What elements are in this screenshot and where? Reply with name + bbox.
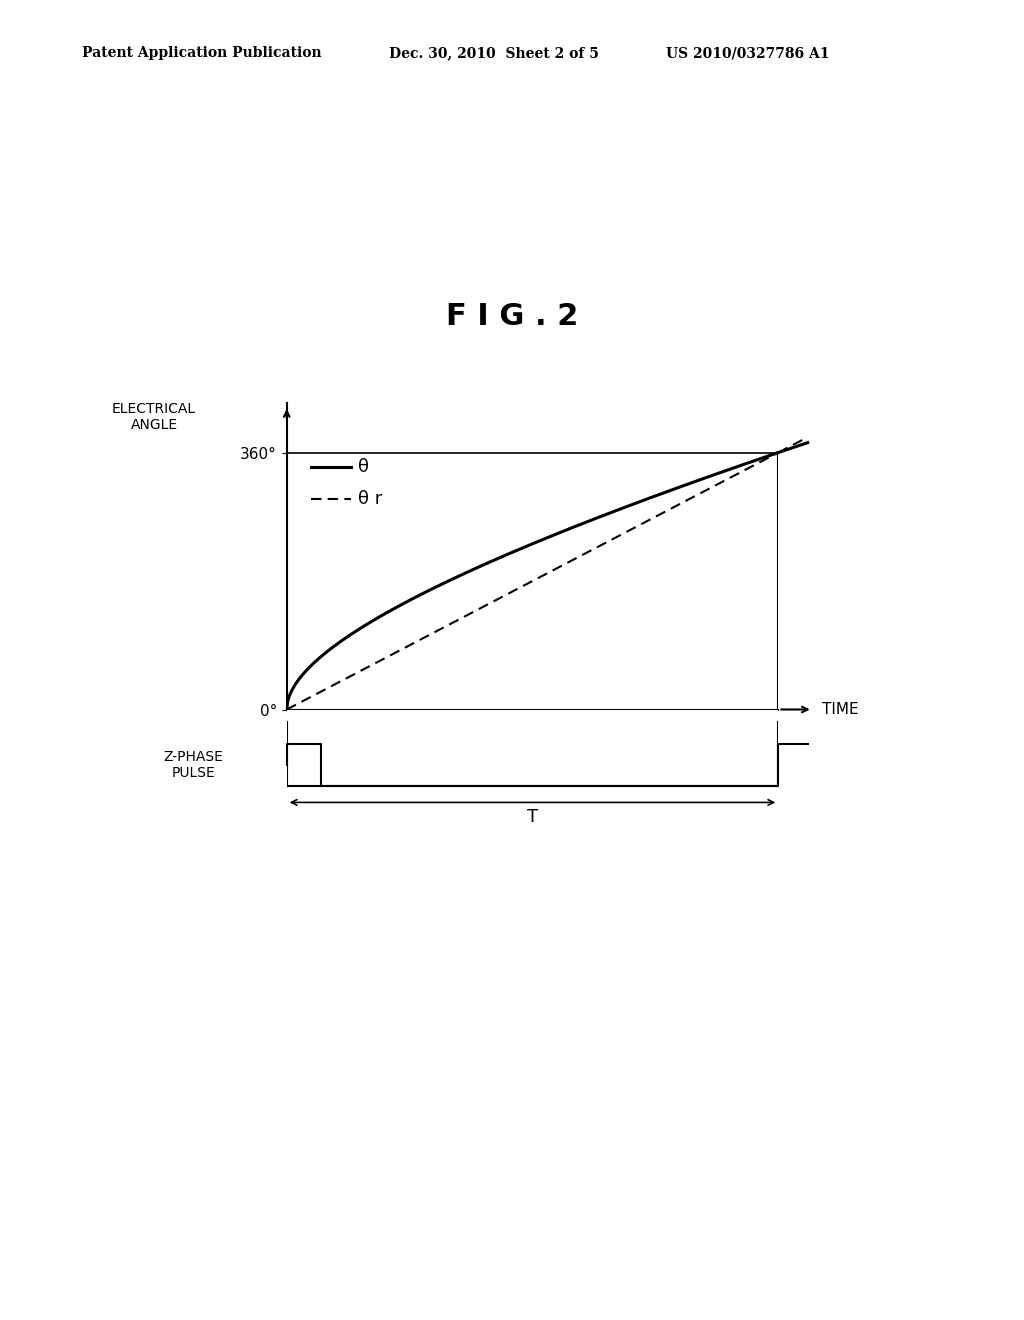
Text: US 2010/0327786 A1: US 2010/0327786 A1	[666, 46, 829, 61]
Text: T: T	[527, 808, 538, 825]
Text: Patent Application Publication: Patent Application Publication	[82, 46, 322, 61]
Text: ELECTRICAL
ANGLE: ELECTRICAL ANGLE	[112, 401, 196, 432]
Text: TIME: TIME	[822, 702, 859, 717]
Text: Dec. 30, 2010  Sheet 2 of 5: Dec. 30, 2010 Sheet 2 of 5	[389, 46, 599, 61]
Text: Z-PHASE
PULSE: Z-PHASE PULSE	[164, 750, 223, 780]
Text: F I G . 2: F I G . 2	[445, 302, 579, 331]
Text: θ r: θ r	[358, 490, 382, 508]
Text: θ: θ	[358, 458, 369, 475]
